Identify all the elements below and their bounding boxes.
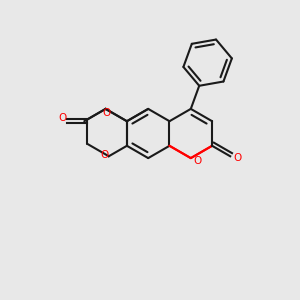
Text: O: O xyxy=(102,107,111,118)
Text: O: O xyxy=(193,155,202,166)
Text: O: O xyxy=(59,113,67,123)
Text: O: O xyxy=(100,150,108,160)
Text: O: O xyxy=(234,153,242,163)
